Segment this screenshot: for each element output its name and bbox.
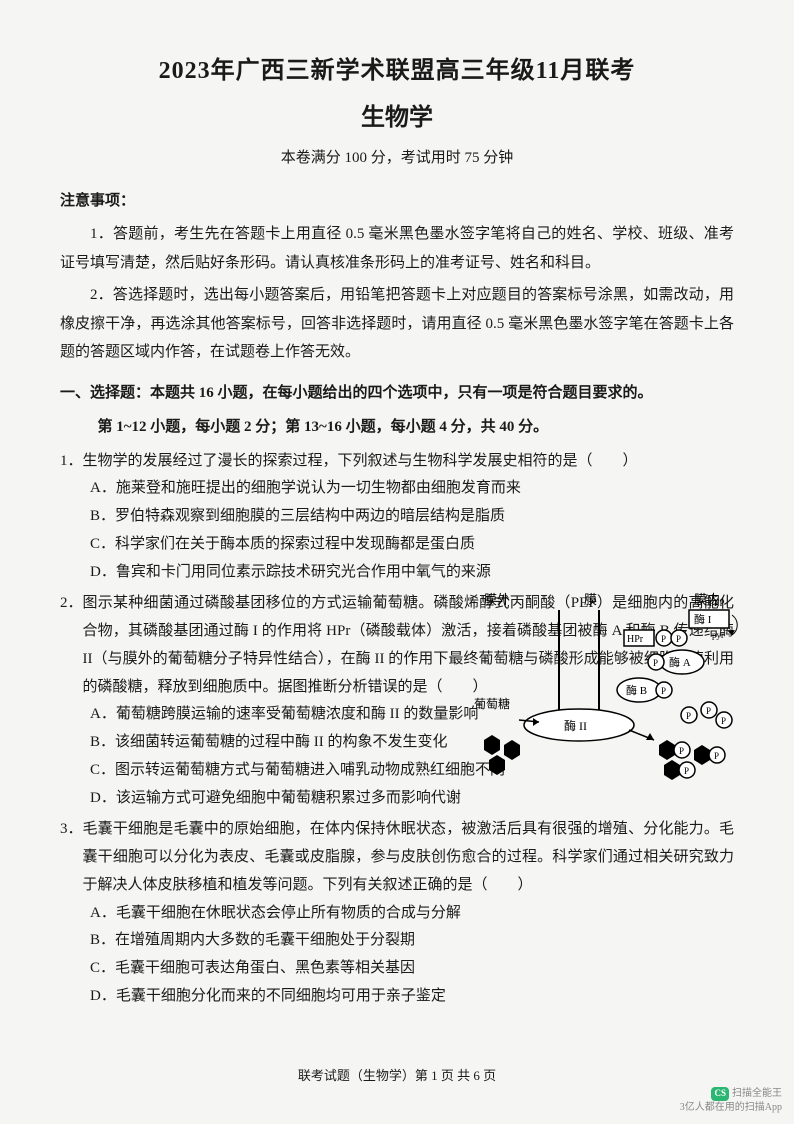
svg-text:P: P [676, 634, 681, 644]
label-outside: 膜外 [484, 592, 510, 607]
label-enzyme1: 酶 I [694, 613, 712, 626]
exam-title-line2: 生物学 [60, 97, 734, 132]
question-1-number: 1． [60, 448, 83, 476]
label-hpr: HPr [627, 634, 644, 645]
label-enzymeB: 酶 B [626, 684, 647, 697]
phospho-glucose-inside: P P P P P P [659, 702, 732, 780]
scanner-badge-icon: CS [711, 1087, 729, 1101]
question-3-option-d: D．毛囊干细胞分化而来的不同细胞均可用于亲子鉴定 [90, 983, 734, 1011]
label-enzyme2: 酶 II [564, 718, 587, 733]
page-footer: 联考试题（生物学）第 1 页 共 6 页 [0, 1065, 794, 1084]
exam-subtitle: 本卷满分 100 分，考试用时 75 分钟 [60, 146, 734, 167]
label-pyr: pyr [712, 630, 724, 640]
question-2-number: 2． [60, 590, 83, 701]
question-2-diagram: 膜外 膜 膜内 酶 I PEP pyr HPr P P 酶 A [464, 590, 744, 780]
question-2: 2． 图示某种细菌通过磷酸基团移位的方式运输葡萄糖。磷酸烯醇式丙酮酸（PEP）是… [60, 590, 734, 812]
scanner-name: 扫描全能王 [732, 1088, 782, 1099]
exam-title-line1: 2023年广西三新学术联盟高三年级11月联考 [60, 50, 734, 85]
question-3-option-b: B．在增殖周期内大多数的毛囊干细胞处于分裂期 [90, 927, 734, 955]
question-1-option-d: D．鲁宾和卡门用同位素示踪技术研究光合作用中氧气的来源 [90, 559, 734, 587]
svg-text:P: P [686, 711, 691, 721]
svg-text:P: P [684, 766, 689, 776]
label-glucose: 葡萄糖 [474, 696, 510, 711]
question-3-number: 3． [60, 816, 83, 899]
label-pep: PEP [709, 598, 725, 608]
svg-text:P: P [661, 686, 666, 696]
question-1-option-c: C．科学家们在关于酶本质的探索过程中发现酶都是蛋白质 [90, 531, 734, 559]
scanner-watermark: CS扫描全能王 3亿人都在用的扫描App [680, 1087, 782, 1114]
glucose-hexagons-outside [484, 735, 520, 775]
question-3-option-c: C．毛囊干细胞可表达角蛋白、黑色素等相关基因 [90, 955, 734, 983]
question-1-option-b: B．罗伯特森观察到细胞膜的三层结构中两边的暗层结构是脂质 [90, 503, 734, 531]
svg-text:P: P [714, 751, 719, 761]
svg-text:P: P [653, 658, 658, 668]
question-3: 3． 毛囊干细胞是毛囊中的原始细胞，在体内保持休眠状态，被激活后具有很强的增殖、… [60, 816, 734, 1010]
notice-paragraph-2: 2．答选择题时，选出每小题答案后，用铅笔把答题卡上对应题目的答案标号涂黑，如需改… [60, 281, 734, 367]
notice-paragraph-1: 1．答题前，考生先在答题卡上用直径 0.5 毫米黑色墨水签字笔将自己的姓名、学校… [60, 220, 734, 277]
svg-text:P: P [661, 634, 666, 644]
section-1-heading-line1: 一、选择题：本题共 16 小题，在每小题给出的四个选项中，只有一项是符合题目要求… [60, 379, 734, 408]
scanner-tagline: 3亿人都在用的扫描App [680, 1101, 782, 1114]
label-membrane: 膜 [584, 592, 597, 607]
question-1-option-a: A．施莱登和施旺提出的细胞学说认为一切生物都由细胞发育而来 [90, 475, 734, 503]
section-1-heading-line2: 第 1~12 小题，每小题 2 分；第 13~16 小题，每小题 4 分，共 4… [60, 413, 734, 442]
question-1: 1． 生物学的发展经过了漫长的探索过程，下列叙述与生物科学发展史相符的是（ ） … [60, 448, 734, 587]
question-3-stem: 毛囊干细胞是毛囊中的原始细胞，在体内保持休眠状态，被激活后具有很强的增殖、分化能… [83, 816, 734, 899]
label-enzymeA: 酶 A [669, 656, 691, 669]
notice-heading: 注意事项： [60, 189, 734, 210]
question-3-option-a: A．毛囊干细胞在休眠状态会停止所有物质的合成与分解 [90, 900, 734, 928]
svg-text:P: P [679, 746, 684, 756]
svg-text:P: P [721, 716, 726, 726]
svg-text:P: P [706, 706, 711, 716]
question-2-option-d: D．该运输方式可避免细胞中葡萄糖积累过多而影响代谢 [90, 785, 734, 813]
question-1-stem: 生物学的发展经过了漫长的探索过程，下列叙述与生物科学发展史相符的是（ ） [83, 448, 734, 476]
